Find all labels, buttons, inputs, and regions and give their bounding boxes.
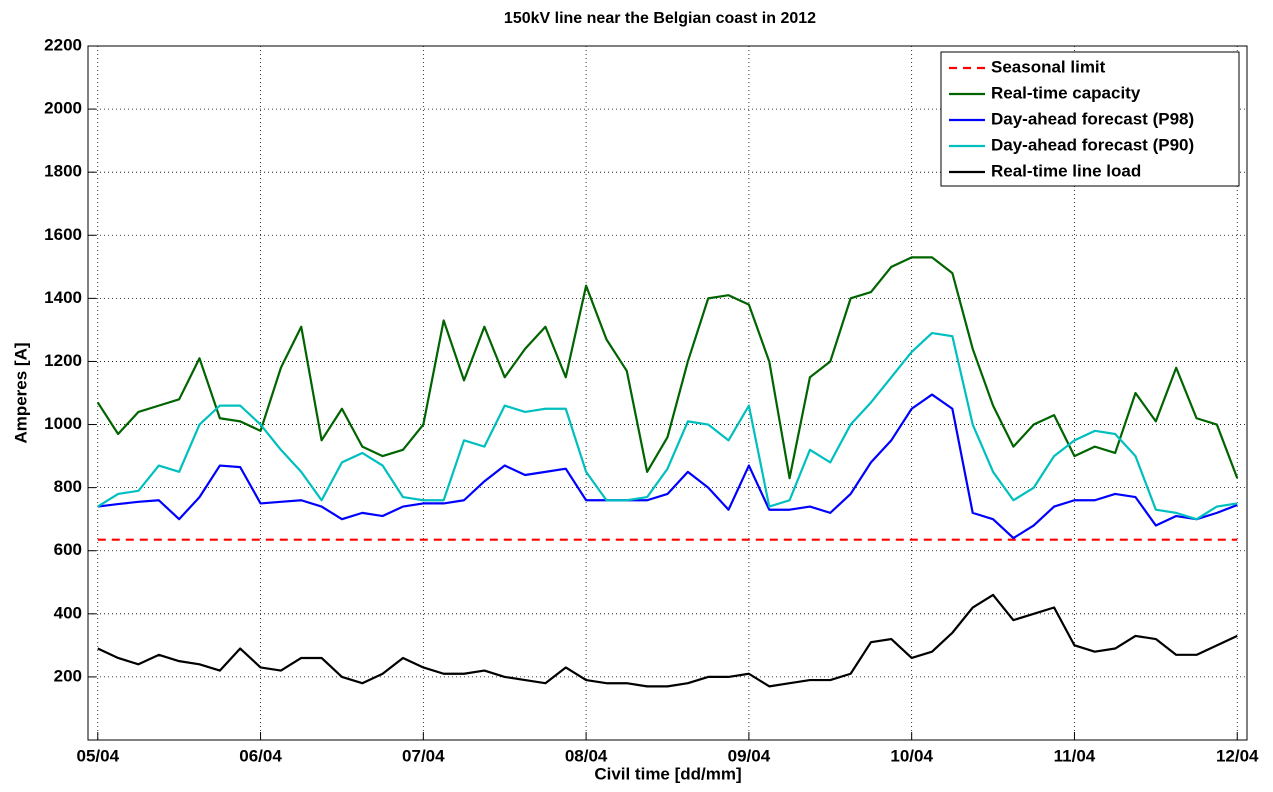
y-axis-label: Amperes [A]	[11, 342, 30, 443]
plot-area	[88, 45, 1247, 740]
legend-label: Real-time capacity	[991, 83, 1141, 102]
y-tick-label: 800	[54, 477, 82, 496]
x-tick-label: 10/04	[890, 746, 933, 765]
axes-frame	[87, 45, 1248, 741]
x-tick-label: 08/04	[565, 746, 608, 765]
x-tick-label: 09/04	[728, 746, 771, 765]
chart-title: 150kV line near the Belgian coast in 201…	[504, 10, 816, 27]
x-tick-label: 05/04	[76, 746, 119, 765]
y-tick-label: 2200	[44, 35, 82, 54]
legend-label: Day-ahead forecast (P98)	[991, 109, 1194, 128]
legend: Seasonal limit Real-time capacity Day-ahea…	[940, 51, 1240, 187]
series-line	[96, 256, 1239, 480]
legend-label: Day-ahead forecast (P90)	[991, 135, 1194, 154]
series-line	[97, 593, 1238, 688]
x-axis-label: Civil time [dd/mm]	[594, 764, 741, 783]
y-tick-label: 2000	[44, 99, 82, 118]
x-tick-label: 06/04	[239, 746, 282, 765]
legend-label: Seasonal limit	[991, 57, 1106, 76]
y-tick-label: 200	[54, 666, 82, 685]
legend-label: Real-time line load	[991, 161, 1141, 180]
x-tick-label: 12/04	[1216, 746, 1259, 765]
x-tick-label: 11/04	[1054, 746, 1096, 765]
x-tick-label: 07/04	[402, 746, 445, 765]
y-tick-label: 600	[54, 540, 82, 559]
y-tick-label: 1800	[44, 162, 82, 181]
y-tick-label: 1600	[44, 225, 82, 244]
y-tick-label: 1400	[44, 288, 82, 307]
series-line	[97, 331, 1238, 521]
y-tick-label: 1000	[44, 414, 82, 433]
legend-box	[940, 51, 1240, 187]
y-tick-label: 400	[54, 603, 82, 622]
series-line	[97, 393, 1238, 540]
y-tick-label: 1200	[44, 351, 82, 370]
